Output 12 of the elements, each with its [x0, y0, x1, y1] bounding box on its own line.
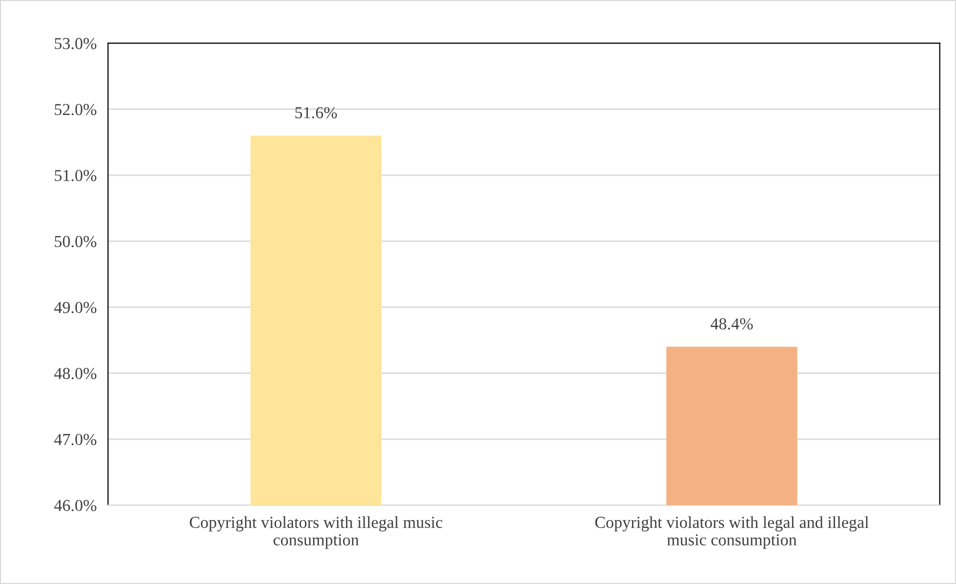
- y-tick-label: 52.0%: [54, 104, 96, 116]
- y-tick-label: 51.0%: [54, 170, 96, 182]
- y-tick-label: 53.0%: [54, 38, 96, 50]
- y-tick-label: 50.0%: [54, 236, 96, 248]
- x-tick-label: Copyright violators with illegal music consumption: [190, 516, 442, 549]
- data-label: 48.4%: [710, 318, 753, 330]
- x-tick-label: Copyright violators with legal and illegal music consumption: [595, 516, 869, 549]
- y-tick-label: 48.0%: [54, 368, 96, 380]
- y-tick-label: 49.0%: [54, 302, 96, 314]
- y-tick-label: 47.0%: [54, 434, 96, 446]
- y-tick-label: 46.0%: [54, 500, 96, 512]
- data-label: 51.6%: [295, 107, 337, 118]
